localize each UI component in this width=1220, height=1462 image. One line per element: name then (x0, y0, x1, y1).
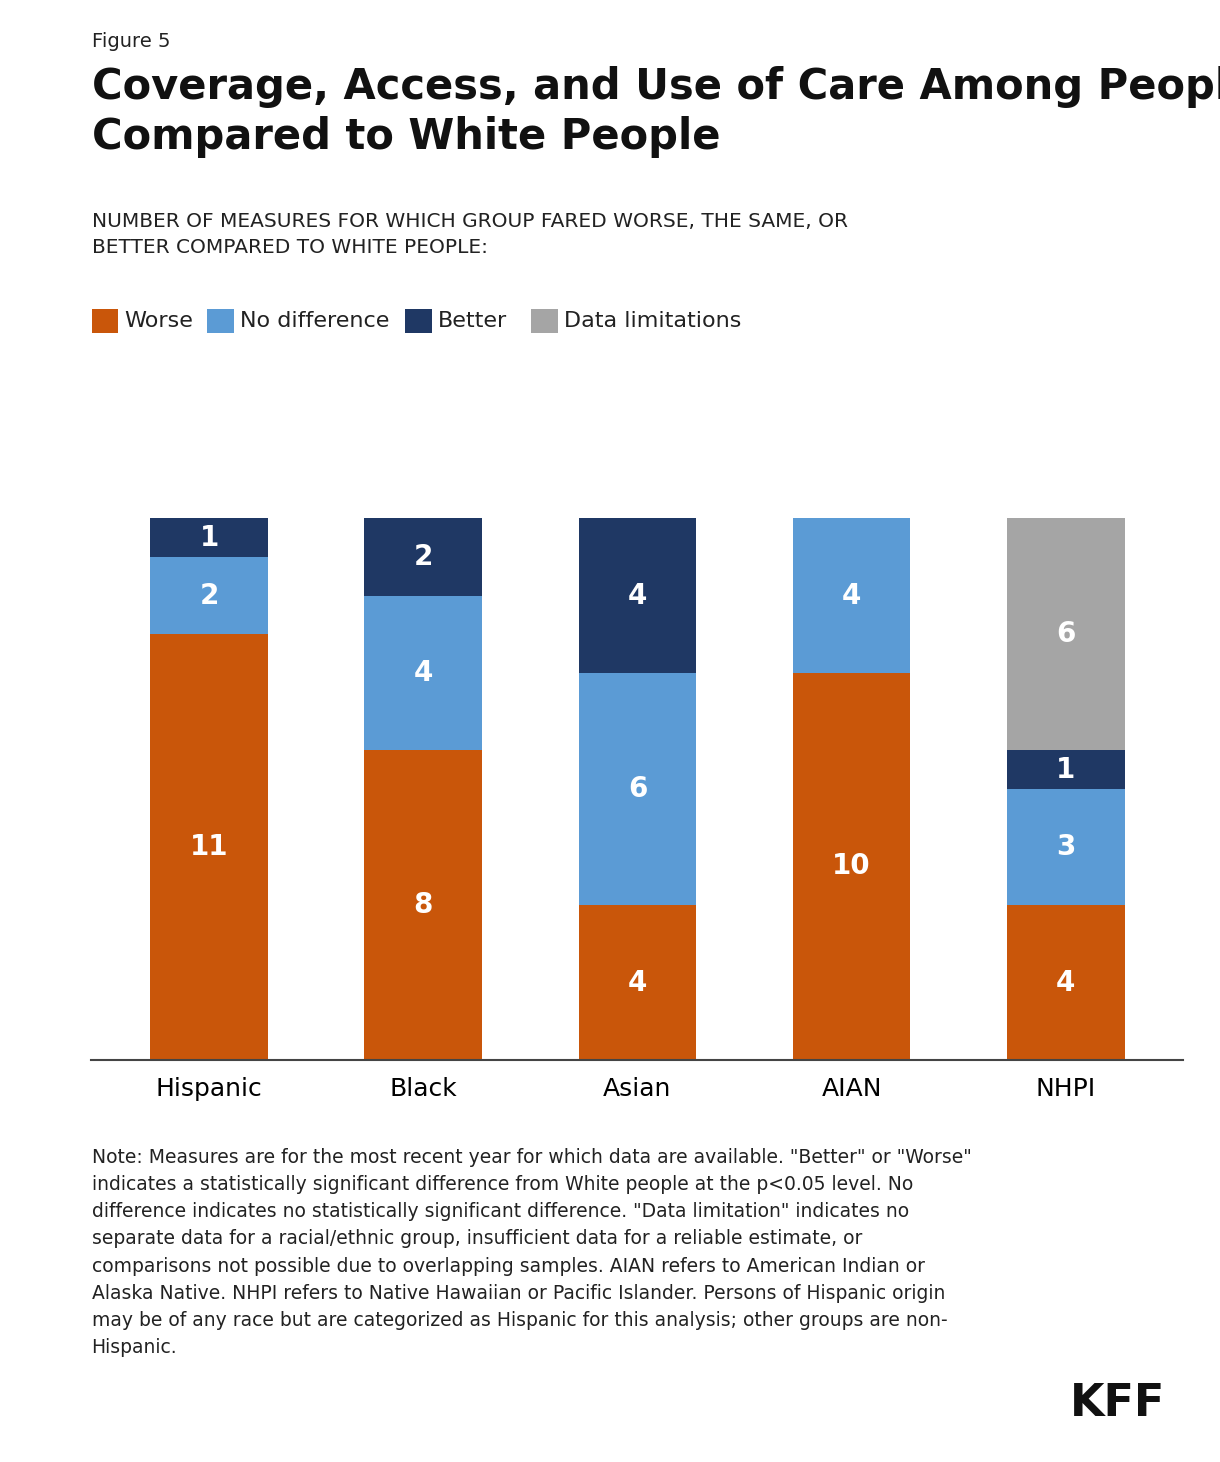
Bar (578, 905, 697, 1060)
Bar (793, 518, 910, 673)
Bar (150, 635, 268, 1060)
Bar (1006, 518, 1125, 750)
Text: 10: 10 (832, 852, 871, 880)
Bar (365, 518, 482, 595)
Text: KFF: KFF (1070, 1383, 1165, 1425)
Text: 6: 6 (628, 775, 647, 803)
Text: 6: 6 (1057, 620, 1075, 648)
Text: 2: 2 (200, 582, 218, 610)
Bar (365, 595, 482, 750)
Text: NUMBER OF MEASURES FOR WHICH GROUP FARED WORSE, THE SAME, OR
BETTER COMPARED TO : NUMBER OF MEASURES FOR WHICH GROUP FARED… (92, 212, 848, 257)
Bar (1006, 750, 1125, 789)
Text: 4: 4 (414, 659, 433, 687)
Text: 3: 3 (1057, 833, 1075, 861)
Text: 1: 1 (1057, 756, 1075, 784)
Text: Data limitations: Data limitations (564, 311, 741, 330)
Text: Worse: Worse (124, 311, 193, 330)
Bar (150, 557, 268, 635)
Bar (1006, 905, 1125, 1060)
Bar (793, 673, 910, 1060)
Bar (578, 673, 697, 905)
Text: 4: 4 (628, 582, 647, 610)
Text: No difference: No difference (239, 311, 389, 330)
Text: 1: 1 (200, 523, 218, 551)
Text: 4: 4 (842, 582, 861, 610)
Text: 11: 11 (190, 833, 228, 861)
Text: Note: Measures are for the most recent year for which data are available. "Bette: Note: Measures are for the most recent y… (92, 1148, 971, 1357)
Bar (578, 518, 697, 673)
Bar (150, 518, 268, 557)
Text: 2: 2 (414, 542, 433, 570)
Bar (365, 750, 482, 1060)
Bar (1006, 789, 1125, 905)
Text: 8: 8 (414, 892, 433, 920)
Text: Figure 5: Figure 5 (92, 32, 170, 51)
Text: 4: 4 (1057, 968, 1075, 997)
Text: Coverage, Access, and Use of Care Among People of Color
Compared to White People: Coverage, Access, and Use of Care Among … (92, 66, 1220, 158)
Text: Better: Better (438, 311, 508, 330)
Text: 4: 4 (628, 968, 647, 997)
